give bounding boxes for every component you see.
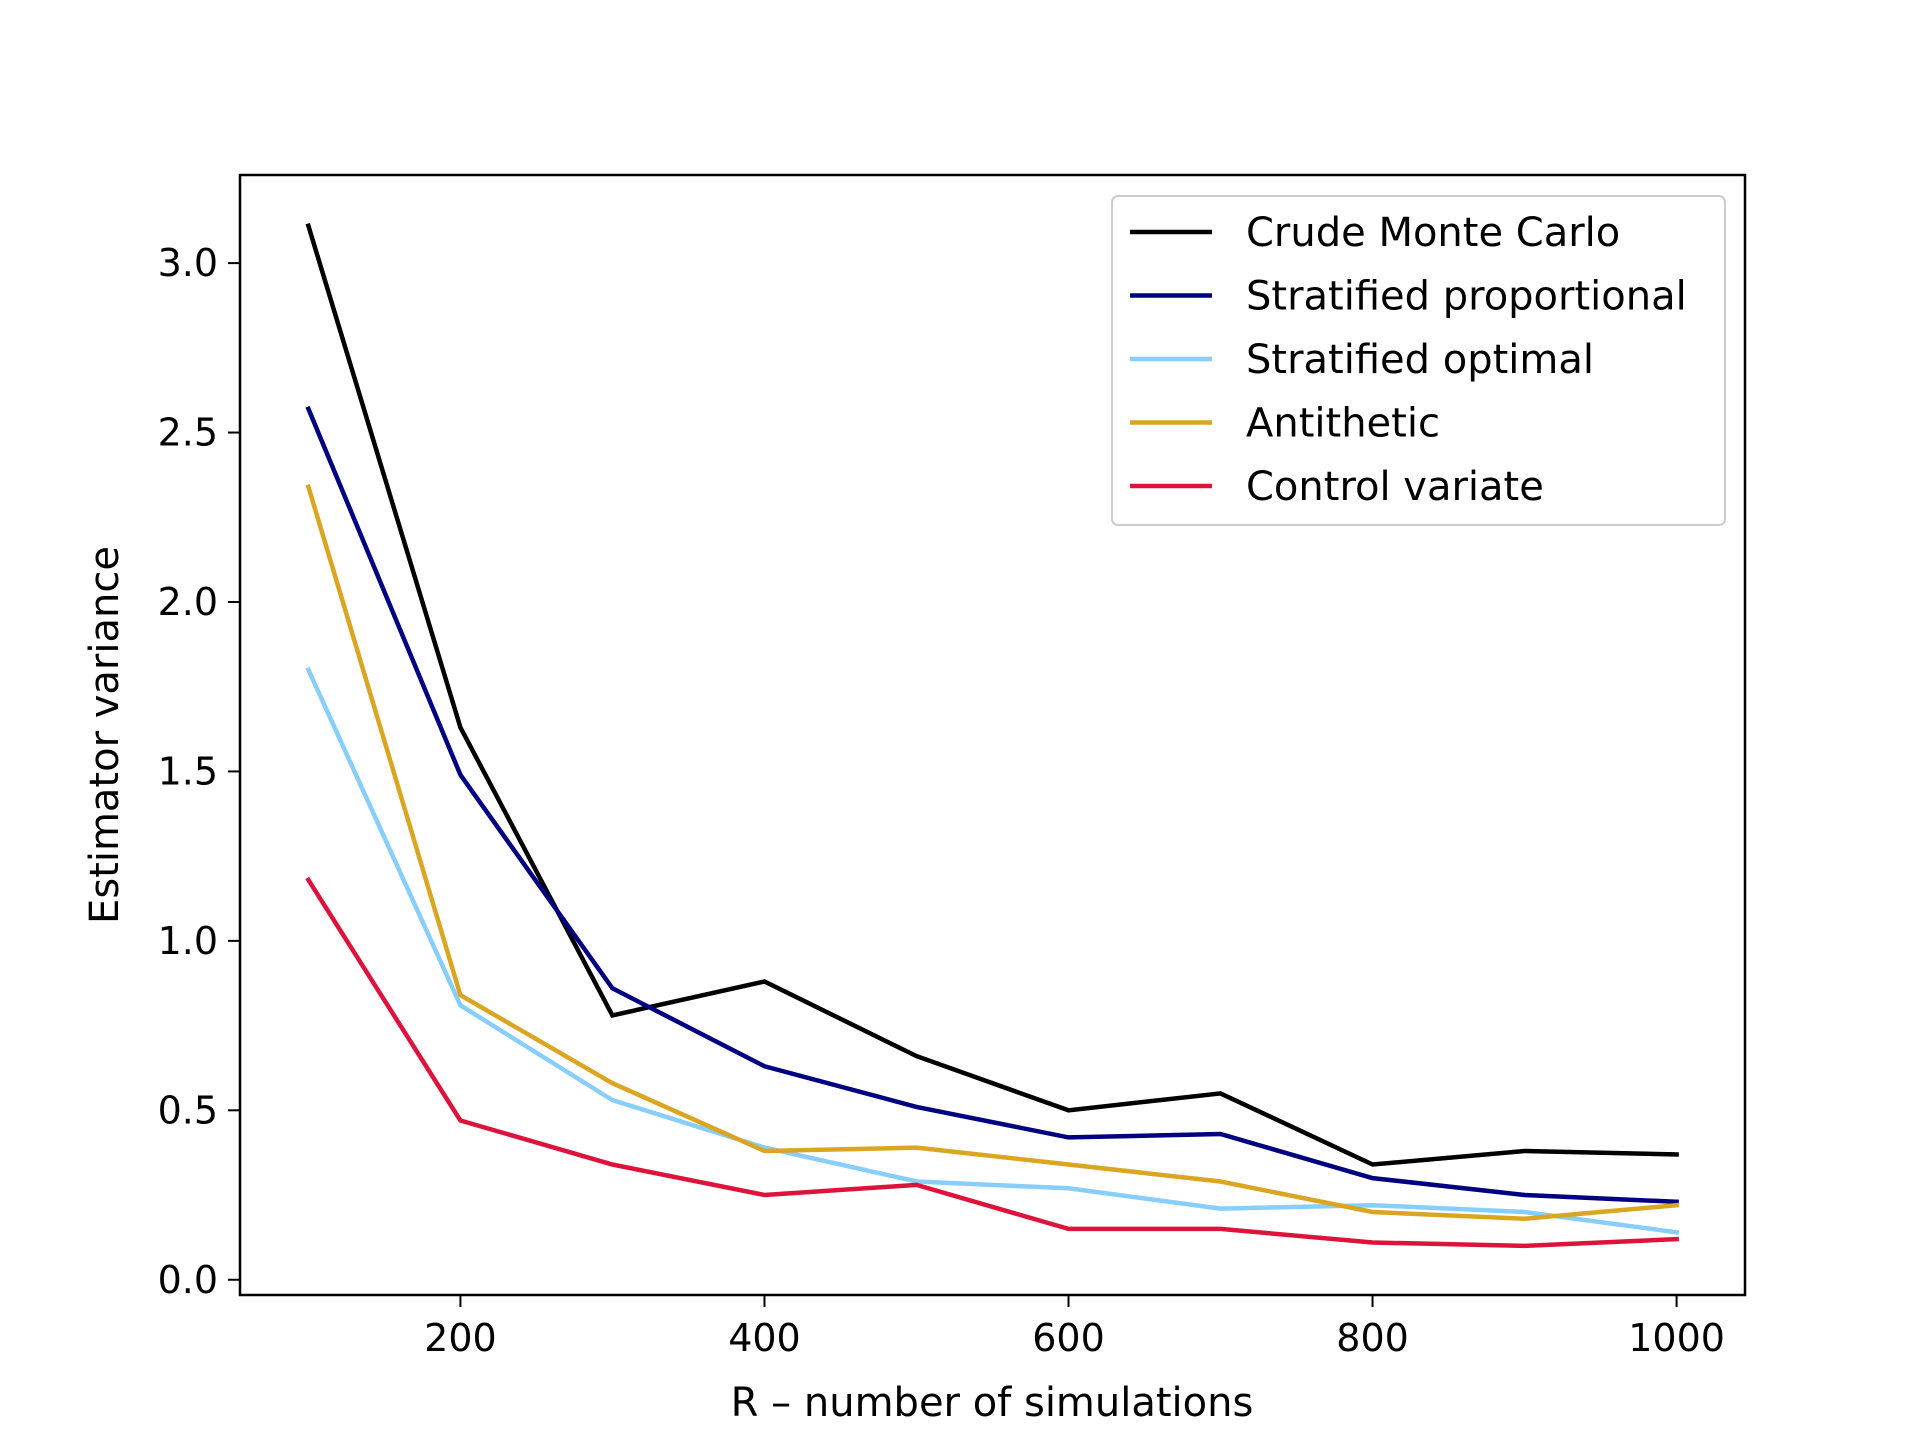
legend-frame: [1111, 195, 1726, 526]
y-ticks: 0.0 0.5 1.0 1.5 2.0 2.5 3.0: [158, 241, 240, 1302]
x-tick-label: 800: [1336, 1316, 1409, 1360]
y-tick-label: 2.5: [158, 411, 218, 455]
x-tick-label: 400: [728, 1316, 801, 1360]
x-ticks: 200 400 600 800 1000: [424, 1295, 1725, 1360]
series-line-1: [305, 222, 1679, 1167]
series-line-2: [305, 405, 1679, 1205]
legend-label: Control variate: [1246, 464, 1544, 510]
y-tick-label: 2.0: [158, 580, 218, 624]
series-line-5: [305, 876, 1679, 1249]
legend-label: Stratified optimal: [1246, 337, 1594, 383]
legend: Crude Monte Carlo Stratified proportional…: [1111, 195, 1726, 526]
series-layer: [305, 222, 1680, 1249]
x-tick-label: 600: [1032, 1316, 1105, 1360]
legend-items: Crude Monte Carlo Stratified proportional…: [1130, 210, 1687, 510]
y-tick-label: 3.0: [158, 241, 218, 285]
legend-label: Stratified proportional: [1246, 274, 1687, 320]
series-line-3: [305, 666, 1680, 1235]
legend-label: Antithetic: [1246, 401, 1440, 447]
y-tick-label: 0.0: [158, 1258, 218, 1302]
x-tick-label: 200: [424, 1316, 497, 1360]
y-tick-label: 1.5: [158, 749, 218, 793]
legend-label: Crude Monte Carlo: [1246, 210, 1620, 256]
series-line-4: [305, 483, 1680, 1222]
x-tick-label: 1000: [1628, 1316, 1725, 1360]
y-axis-label: Estimator variance: [82, 546, 128, 924]
y-tick-label: 0.5: [158, 1088, 218, 1132]
y-tick-label: 1.0: [158, 919, 218, 963]
x-axis-label: R – number of simulations: [731, 1380, 1254, 1426]
